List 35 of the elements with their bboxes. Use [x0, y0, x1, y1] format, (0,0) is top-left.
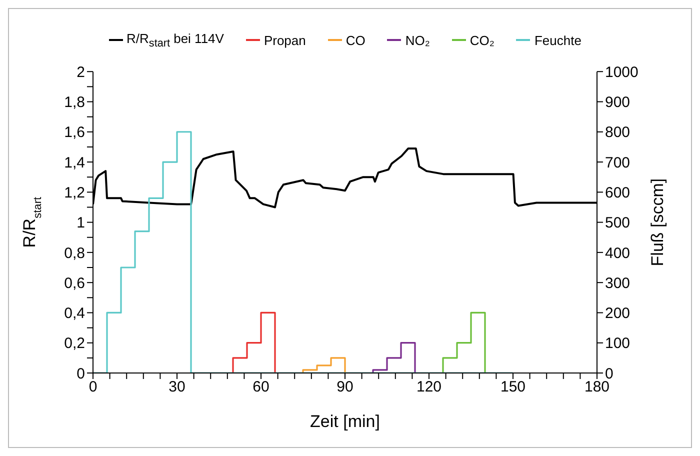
y2-tick-label: 900 [605, 94, 630, 112]
y2-tick-label: 400 [605, 244, 630, 262]
x-tick-label: 120 [416, 378, 442, 396]
y2-tick-label: 700 [605, 154, 630, 172]
legend-label: CO₂ [470, 32, 494, 48]
y-tick-label: 0 [76, 365, 85, 382]
x-tick-label: 60 [252, 378, 270, 396]
y-tick-label: 0,4 [64, 305, 85, 322]
y2-tick-label: 100 [605, 335, 630, 352]
y-tick-label: 0,6 [64, 274, 85, 292]
legend-label: NO₂ [405, 32, 430, 48]
y-tick-label: 1,2 [64, 184, 85, 202]
y-tick-label: 0,8 [64, 244, 85, 262]
legend-label: Propan [264, 32, 306, 48]
y2-tick-label: 300 [605, 274, 630, 292]
y2-tick-label: 600 [605, 184, 630, 202]
x-tick-label: 150 [500, 378, 526, 396]
y2-axis-title: Fluß [sccm] [648, 178, 667, 266]
legend-label: Feuchte [534, 32, 582, 48]
y2-tick-label: 500 [605, 214, 630, 232]
y-tick-label: 1,8 [64, 94, 85, 112]
y-tick-label: 2 [76, 64, 85, 81]
y-tick-label: 1,4 [64, 154, 85, 172]
y2-tick-label: 800 [605, 124, 630, 142]
y-tick-label: 1,6 [64, 124, 85, 142]
y2-tick-label: 1000 [605, 64, 638, 81]
x-tick-label: 0 [88, 378, 98, 396]
x-tick-label: 30 [168, 378, 186, 396]
y-tick-label: 1 [76, 214, 85, 232]
legend-label: CO [346, 32, 366, 48]
x-tick-label: 90 [336, 378, 354, 396]
x-axis-title: Zeit [min] [310, 412, 380, 431]
y-tick-label: 0,2 [64, 335, 85, 352]
y2-tick-label: 200 [605, 305, 630, 322]
legend-label: R/R$_{start}$ bei 114V [126, 31, 224, 50]
